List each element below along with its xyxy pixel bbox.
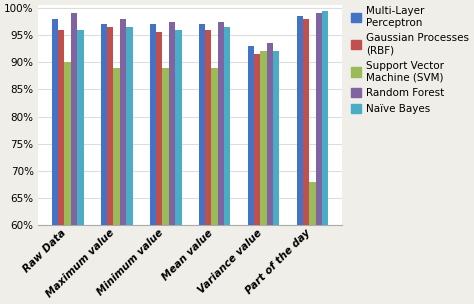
Bar bbox=[322, 11, 328, 304]
Bar bbox=[52, 19, 58, 304]
Bar bbox=[71, 13, 77, 304]
Bar bbox=[163, 68, 169, 304]
Bar bbox=[247, 46, 254, 304]
Bar bbox=[199, 24, 205, 304]
Bar bbox=[100, 24, 107, 304]
Bar bbox=[64, 62, 71, 304]
Bar bbox=[267, 43, 273, 304]
Bar bbox=[120, 19, 126, 304]
Bar bbox=[169, 22, 175, 304]
Bar bbox=[297, 16, 303, 304]
Bar bbox=[303, 19, 310, 304]
Bar bbox=[211, 68, 218, 304]
Bar bbox=[310, 182, 316, 304]
Bar bbox=[113, 68, 120, 304]
Bar bbox=[156, 33, 163, 304]
Bar bbox=[175, 30, 182, 304]
Bar bbox=[77, 30, 83, 304]
Bar bbox=[126, 27, 133, 304]
Bar bbox=[58, 30, 64, 304]
Bar bbox=[205, 30, 211, 304]
Bar bbox=[254, 54, 260, 304]
Bar bbox=[218, 22, 224, 304]
Bar bbox=[273, 51, 280, 304]
Bar bbox=[150, 24, 156, 304]
Legend: Multi-Layer
Perceptron, Gaussian Processes
(RBF), Support Vector
Machine (SVM), : Multi-Layer Perceptron, Gaussian Process… bbox=[351, 6, 469, 114]
Bar bbox=[107, 27, 113, 304]
Bar bbox=[316, 13, 322, 304]
Bar bbox=[224, 27, 230, 304]
Bar bbox=[260, 51, 267, 304]
